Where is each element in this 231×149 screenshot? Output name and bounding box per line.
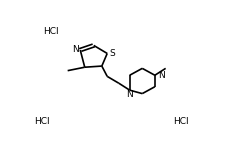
Text: HCl: HCl	[172, 117, 188, 126]
Text: S: S	[109, 49, 115, 58]
Text: HCl: HCl	[34, 117, 50, 126]
Text: N: N	[72, 45, 78, 54]
Text: N: N	[126, 90, 133, 100]
Text: HCl: HCl	[43, 27, 59, 36]
Text: N: N	[158, 71, 164, 80]
